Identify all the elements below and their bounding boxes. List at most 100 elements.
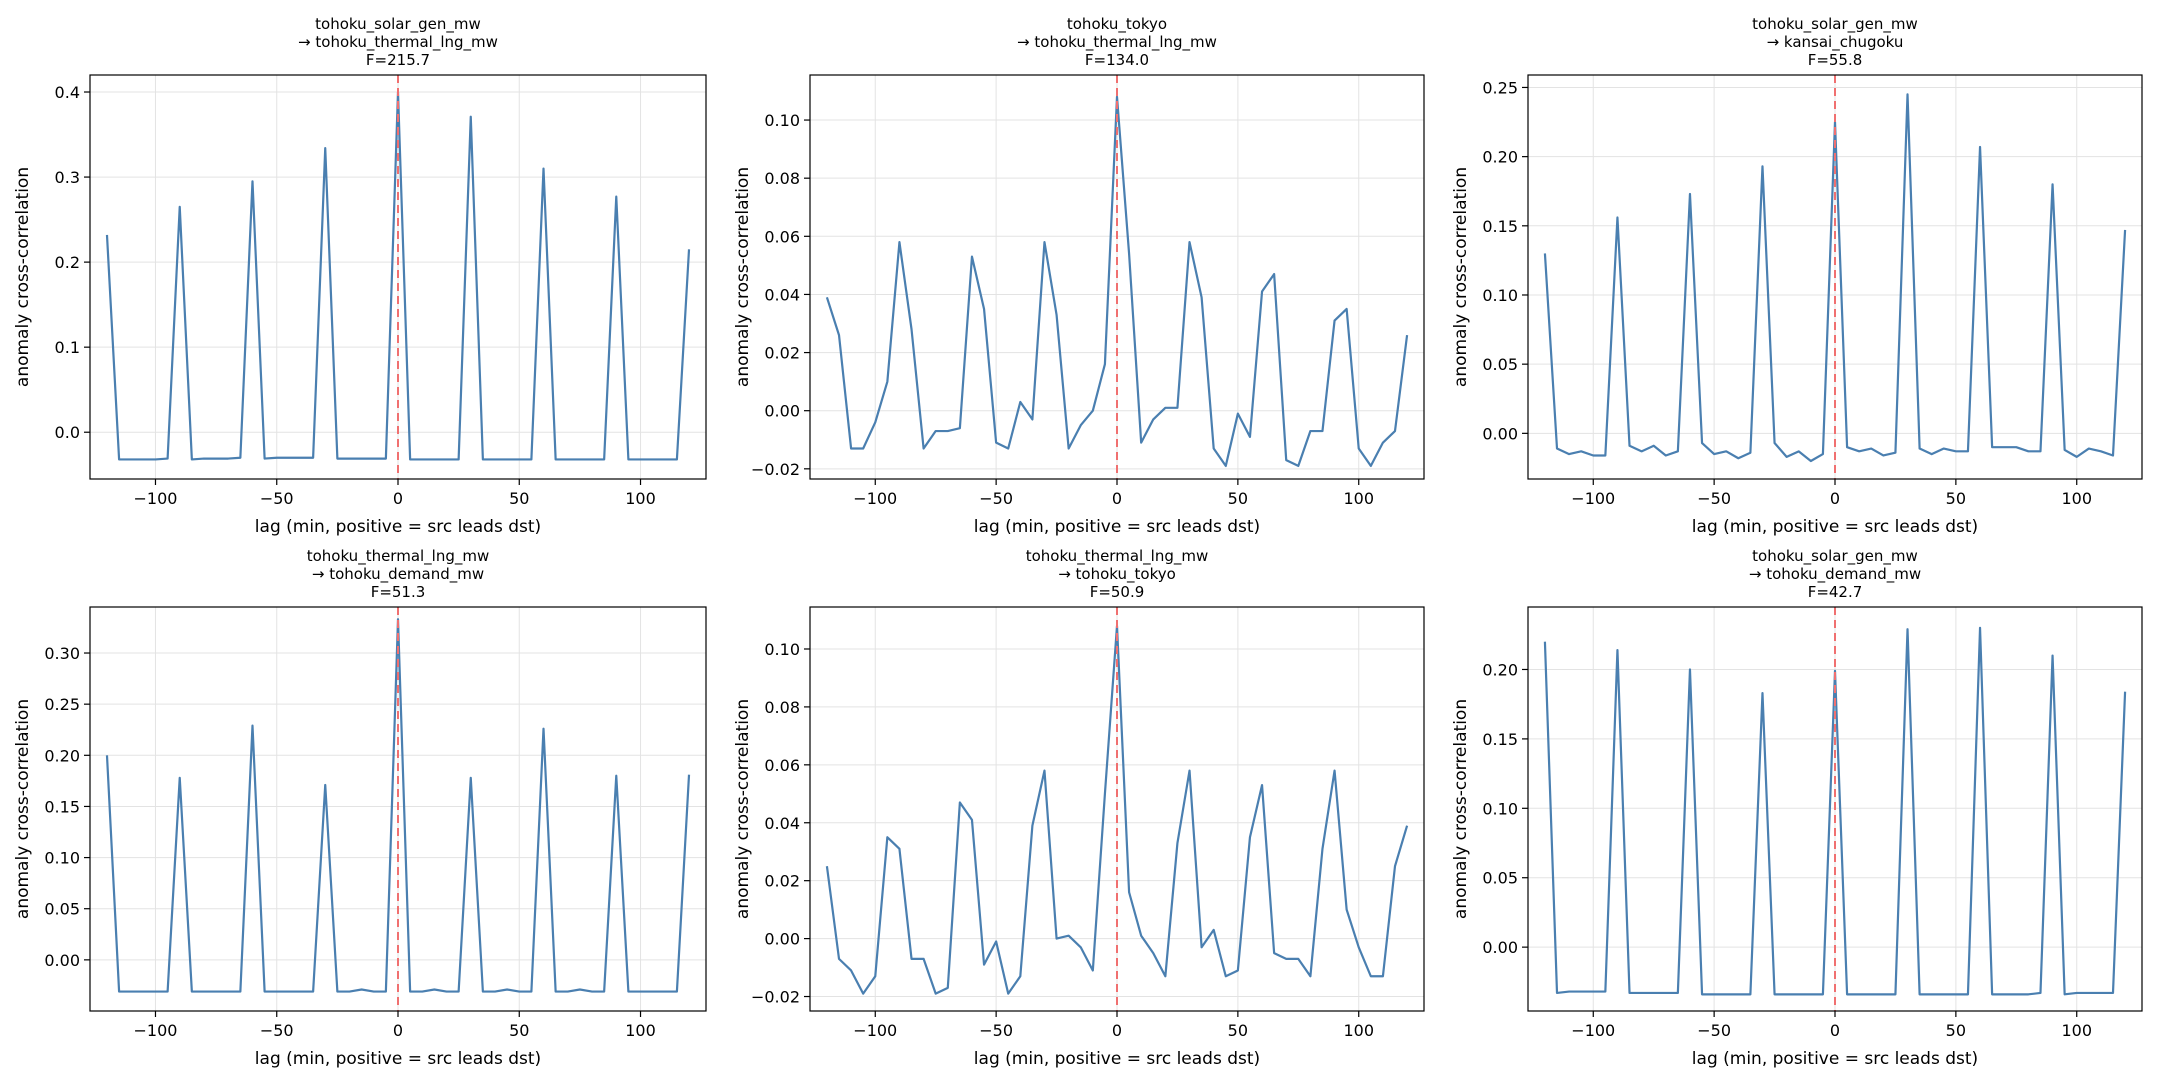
y-tick-label: 0.08 xyxy=(764,169,800,188)
y-tick-label: 0.06 xyxy=(764,756,800,775)
subplot-title-line: tohoku_solar_gen_mw xyxy=(1752,547,1918,566)
subplot-title-line: F=51.3 xyxy=(371,583,426,601)
y-tick-label: 0.02 xyxy=(764,872,800,891)
subplot-title-line: → tohoku_thermal_lng_mw xyxy=(1017,33,1217,52)
x-tick-label: −100 xyxy=(1571,1021,1615,1040)
x-tick-label: 100 xyxy=(2061,489,2092,508)
y-axis-label: anomaly cross-correlation xyxy=(733,167,753,387)
y-axis-label: anomaly cross-correlation xyxy=(13,699,33,919)
y-tick-label: 0.15 xyxy=(44,797,80,816)
subplot-title-line: F=42.7 xyxy=(1808,583,1863,601)
x-axis-label: lag (min, positive = src leads dst) xyxy=(255,517,541,537)
subplot-1: −100 −50 0 50 100 0.0 0.1 0.2 0.3 0.4 tohoku_solar… xyxy=(13,15,707,537)
y-tick-label: 0.10 xyxy=(764,111,800,130)
subplot-6: −100 −50 0 50 100 0.00 0.05 0.10 0.15 0.20 tohoku_… xyxy=(1451,547,2143,1069)
y-tick-label: 0.4 xyxy=(55,83,80,102)
x-tick-label: −100 xyxy=(1571,489,1615,508)
x-tick-label: −100 xyxy=(134,1021,178,1040)
y-tick-label: 0.25 xyxy=(1482,78,1518,97)
x-tick-label: −100 xyxy=(134,489,178,508)
y-axis-label: anomaly cross-correlation xyxy=(733,699,753,919)
x-tick-label: 0 xyxy=(1830,489,1840,508)
x-tick-label: 0 xyxy=(393,489,403,508)
x-tick-label: −100 xyxy=(853,1021,897,1040)
y-tick-label: 0.1 xyxy=(55,338,80,357)
x-tick-label: −50 xyxy=(979,489,1013,508)
subplot-title-line: F=134.0 xyxy=(1085,51,1149,69)
subplot-title-line: → tohoku_thermal_lng_mw xyxy=(298,33,498,52)
subplot-title-line: → tohoku_demand_mw xyxy=(312,565,484,584)
x-tick-label: 50 xyxy=(509,1021,529,1040)
y-axis-label: anomaly cross-correlation xyxy=(1451,167,1471,387)
subplot-title-line: F=55.8 xyxy=(1808,51,1863,69)
x-tick-label: 100 xyxy=(625,489,656,508)
subplot-title-line: F=215.7 xyxy=(366,51,430,69)
x-tick-label: 100 xyxy=(625,1021,656,1040)
y-tick-label: 0.00 xyxy=(764,402,800,421)
x-tick-label: 100 xyxy=(2061,1021,2092,1040)
x-tick-label: 50 xyxy=(509,489,529,508)
x-tick-label: 0 xyxy=(393,1021,403,1040)
y-tick-label: 0.15 xyxy=(1482,730,1518,749)
series-line xyxy=(1543,626,2127,996)
x-axis-label: lag (min, positive = src leads dst) xyxy=(1692,1049,1978,1069)
y-tick-label: 0.04 xyxy=(764,285,800,304)
y-tick-label: 0.05 xyxy=(1482,869,1518,888)
x-tick-label: −100 xyxy=(853,489,897,508)
y-tick-label: 0.00 xyxy=(1482,938,1518,957)
y-tick-label: 0.10 xyxy=(1482,799,1518,818)
y-tick-label: −0.02 xyxy=(751,460,800,479)
subplot-5: −100 −50 0 50 100 −0.02 0.00 0.02 0.04 0.06 0.08 0.… xyxy=(733,547,1425,1069)
y-tick-label: 0.00 xyxy=(764,930,800,949)
subplot-title-line: tohoku_solar_gen_mw xyxy=(315,15,481,34)
x-tick-label: 0 xyxy=(1112,1021,1122,1040)
x-tick-label: −50 xyxy=(1697,1021,1731,1040)
x-tick-label: 50 xyxy=(1228,489,1248,508)
y-tick-label: 0.05 xyxy=(1482,355,1518,374)
y-tick-label: 0.3 xyxy=(55,168,80,187)
y-tick-label: 0.10 xyxy=(44,849,80,868)
subplot-title-line: → tohoku_tokyo xyxy=(1058,565,1176,584)
series-line xyxy=(105,618,691,993)
y-axis-label: anomaly cross-correlation xyxy=(13,167,33,387)
x-tick-label: 50 xyxy=(1946,1021,1966,1040)
subplot-title-line: tohoku_solar_gen_mw xyxy=(1752,15,1918,34)
x-tick-label: 0 xyxy=(1830,1021,1840,1040)
series-line xyxy=(825,95,1409,468)
y-tick-label: 0.06 xyxy=(764,227,800,246)
subplot-title-line: → tohoku_demand_mw xyxy=(1749,565,1921,584)
y-tick-label: 0.10 xyxy=(764,640,800,659)
subplot-4: −100 −50 0 50 100 0.00 0.05 0.10 0.15 0.20 0.25 0.3… xyxy=(13,547,707,1069)
x-tick-label: −50 xyxy=(979,1021,1013,1040)
subplot-2: −100 −50 0 50 100 −0.02 0.00 0.02 0.04 0.06 0.08 0.… xyxy=(733,15,1425,537)
x-tick-label: 100 xyxy=(1343,1021,1374,1040)
y-tick-label: 0.00 xyxy=(44,951,80,970)
subplot-title-line: F=50.9 xyxy=(1090,583,1145,601)
x-tick-label: −50 xyxy=(260,1021,294,1040)
x-tick-label: 0 xyxy=(1112,489,1122,508)
x-tick-label: 50 xyxy=(1946,489,1966,508)
x-tick-label: 50 xyxy=(1228,1021,1248,1040)
y-tick-label: 0.20 xyxy=(1482,148,1518,167)
y-tick-label: 0.2 xyxy=(55,253,80,272)
subplot-title-line: tohoku_thermal_lng_mw xyxy=(307,547,490,566)
subplot-title-line: tohoku_tokyo xyxy=(1067,15,1167,34)
x-axis-label: lag (min, positive = src leads dst) xyxy=(974,1049,1260,1069)
series-line xyxy=(1543,93,2127,463)
y-tick-label: 0.04 xyxy=(764,814,800,833)
y-tick-label: 0.00 xyxy=(1482,424,1518,443)
x-axis-label: lag (min, positive = src leads dst) xyxy=(1692,517,1978,537)
x-axis-label: lag (min, positive = src leads dst) xyxy=(974,517,1260,537)
y-tick-label: 0.20 xyxy=(44,746,80,765)
x-axis-label: lag (min, positive = src leads dst) xyxy=(255,1049,541,1069)
x-tick-label: −50 xyxy=(260,489,294,508)
y-tick-label: 0.05 xyxy=(44,900,80,919)
y-tick-label: 0.20 xyxy=(1482,660,1518,679)
y-axis-label: anomaly cross-correlation xyxy=(1451,699,1471,919)
y-tick-label: −0.02 xyxy=(751,988,800,1007)
subplot-3: −100 −50 0 50 100 0.00 0.05 0.10 0.15 0.20 0.25 toh… xyxy=(1451,15,2143,537)
subplot-title-line: tohoku_thermal_lng_mw xyxy=(1026,547,1209,566)
subplot-title-line: → kansai_chugoku xyxy=(1767,33,1904,52)
